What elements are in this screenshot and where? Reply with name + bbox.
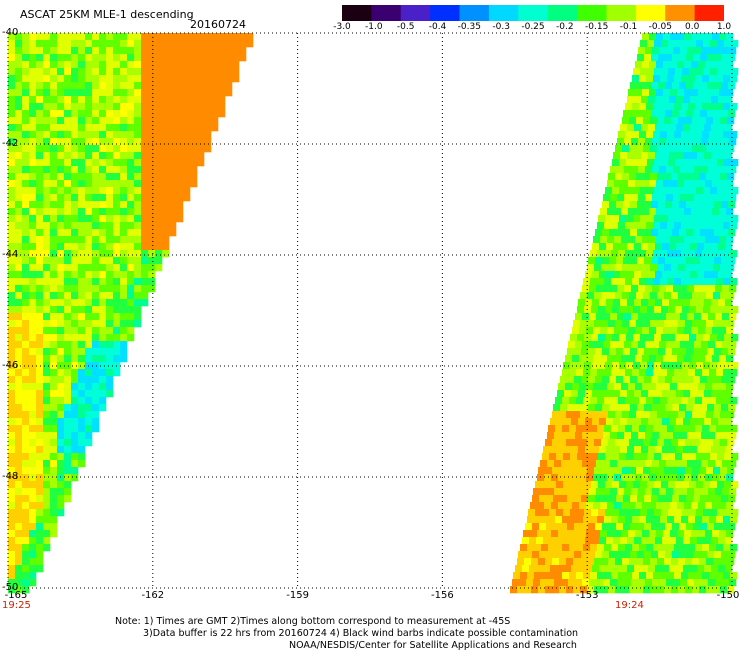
colorbar-segment: [342, 5, 372, 21]
footnote-line-2: 3)Data buffer is 22 hrs from 20160724 4)…: [143, 628, 579, 639]
colorbar-segment: [694, 5, 724, 21]
longitude-label: -156: [431, 590, 454, 601]
time-label-right: 19:24: [615, 600, 644, 611]
time-label-left: 19:25: [2, 600, 31, 611]
swath-right: [510, 33, 739, 594]
latitude-label: -48: [2, 471, 19, 482]
swath-left: [8, 33, 254, 594]
colorbar-segment: [665, 5, 696, 21]
latitude-label: -42: [2, 138, 19, 149]
footnote-line-3: NOAA/NESDIS/Center for Satellite Applica…: [289, 640, 577, 651]
colorbar-tick-label: -3.0: [333, 22, 351, 32]
colorbar-tick-label: -0.35: [457, 22, 481, 32]
colorbar-tick-label: -0.2: [556, 22, 574, 32]
colorbar-tick-label: -0.1: [619, 22, 638, 32]
colorbar-tick-label: -0.5: [396, 22, 415, 32]
colorbar-segment: [547, 5, 578, 21]
colorbar-segment: [518, 5, 549, 21]
colorbar-tick-label: 1.0: [716, 22, 732, 32]
footnote-line-1: Note: 1) Times are GMT 2)Times along bot…: [115, 616, 511, 627]
colorbar-segment: [430, 5, 461, 21]
colorbar-tick-label: -0.05: [648, 22, 672, 32]
colorbar-segment: [635, 5, 666, 21]
longitude-label: -153: [575, 590, 599, 601]
latitude-label: -44: [2, 249, 19, 260]
colorbar-tick-label: -0.25: [521, 22, 545, 32]
latitude-label: -50: [2, 582, 19, 593]
longitude-label: -162: [141, 590, 165, 601]
map-date: 20160724: [190, 18, 246, 31]
colorbar-segment: [371, 5, 402, 21]
graticule: [7, 32, 733, 589]
map-title: ASCAT 25KM MLE-1 descending: [20, 8, 194, 21]
colorbar-segment: [606, 5, 637, 21]
longitude-label: -165: [4, 590, 28, 601]
longitude-label: -150: [716, 590, 740, 601]
latitude-label: -46: [2, 360, 19, 371]
latitude-label: -40: [2, 27, 19, 38]
colorbar-segment: [577, 5, 607, 21]
colorbar-tick-label: -0.4: [428, 22, 447, 32]
colorbar-tick-label: -0.3: [492, 22, 510, 32]
colorbar-segment: [400, 5, 431, 21]
colorbar-tick-label: -1.0: [365, 22, 383, 32]
colorbar-tick-label: -0.15: [585, 22, 609, 32]
colorbar-tick-label: 0.0: [684, 22, 700, 32]
colorbar: [342, 5, 724, 21]
colorbar-segment: [459, 5, 490, 21]
longitude-label: -159: [286, 590, 309, 601]
colorbar-segment: [488, 5, 519, 21]
